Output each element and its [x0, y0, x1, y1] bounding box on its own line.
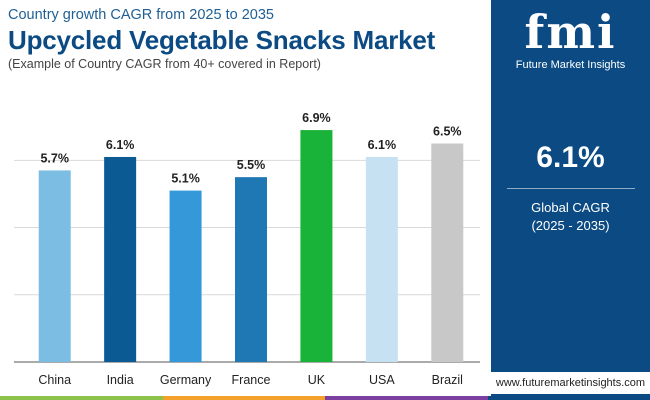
bar-uk — [300, 130, 333, 362]
stat-divider — [506, 188, 635, 189]
logo-mark: fmi — [524, 5, 617, 59]
bars — [38, 130, 464, 362]
bar-brazil — [431, 143, 464, 362]
data-label-france: 5.5% — [237, 158, 266, 172]
data-label-china: 5.7% — [40, 151, 69, 165]
chart-title: Upcycled Vegetable Snacks Market — [8, 25, 436, 55]
category-label-usa: USA — [369, 373, 395, 387]
bar-usa — [365, 156, 398, 362]
bar-china — [38, 170, 71, 362]
header: Country growth CAGR from 2025 to 2035 Up… — [8, 6, 488, 73]
website-link[interactable]: www.futuremarketinsights.com — [491, 372, 650, 394]
global-cagr-period: (2025 - 2035) — [531, 218, 610, 233]
category-label-france: France — [232, 373, 271, 387]
sidebar-panel: fmi Future Market Insights 6.1% Global C… — [491, 0, 650, 400]
data-label-usa: 6.1% — [368, 138, 397, 152]
data-label-germany: 5.1% — [171, 172, 200, 186]
category-label-india: India — [107, 373, 134, 387]
category-label-germany: Germany — [160, 373, 212, 387]
accent-strip — [0, 396, 650, 400]
logo-text: Future Market Insights — [515, 59, 626, 71]
category-label-uk: UK — [308, 373, 326, 387]
data-label-india: 6.1% — [106, 138, 135, 152]
accent-strip-green — [0, 396, 163, 400]
global-cagr-value: 6.1% — [536, 141, 605, 174]
bar-india — [104, 156, 137, 362]
brand-logo: fmi Future Market Insights — [491, 6, 650, 72]
category-label-brazil: Brazil — [432, 373, 463, 387]
global-cagr-stat: 6.1% Global CAGR (2025 - 2035) — [491, 140, 650, 235]
category-label-china: China — [38, 373, 71, 387]
bar-france — [235, 177, 267, 362]
accent-strip-purple — [325, 396, 488, 400]
chart-note: (Example of Country CAGR from 40+ covere… — [8, 57, 321, 71]
data-labels: 5.7% 6.1% 5.1% 5.5% 6.9% 6.1% 6.5% — [40, 111, 461, 185]
accent-strip-orange — [162, 396, 325, 400]
global-cagr-label: Global CAGR — [531, 200, 610, 215]
chart-kicker: Country growth CAGR from 2025 to 2035 — [8, 7, 274, 23]
accent-strip-blue — [487, 396, 650, 400]
data-label-brazil: 6.5% — [433, 125, 462, 139]
bar-chart: 5.7% 6.1% 5.1% 5.5% 6.9% 6.1% 6.5% China India G… — [14, 111, 480, 387]
category-labels: China India Germany France UK USA Brazil — [38, 373, 463, 387]
data-label-uk: 6.9% — [302, 111, 331, 125]
bar-germany — [169, 190, 202, 362]
